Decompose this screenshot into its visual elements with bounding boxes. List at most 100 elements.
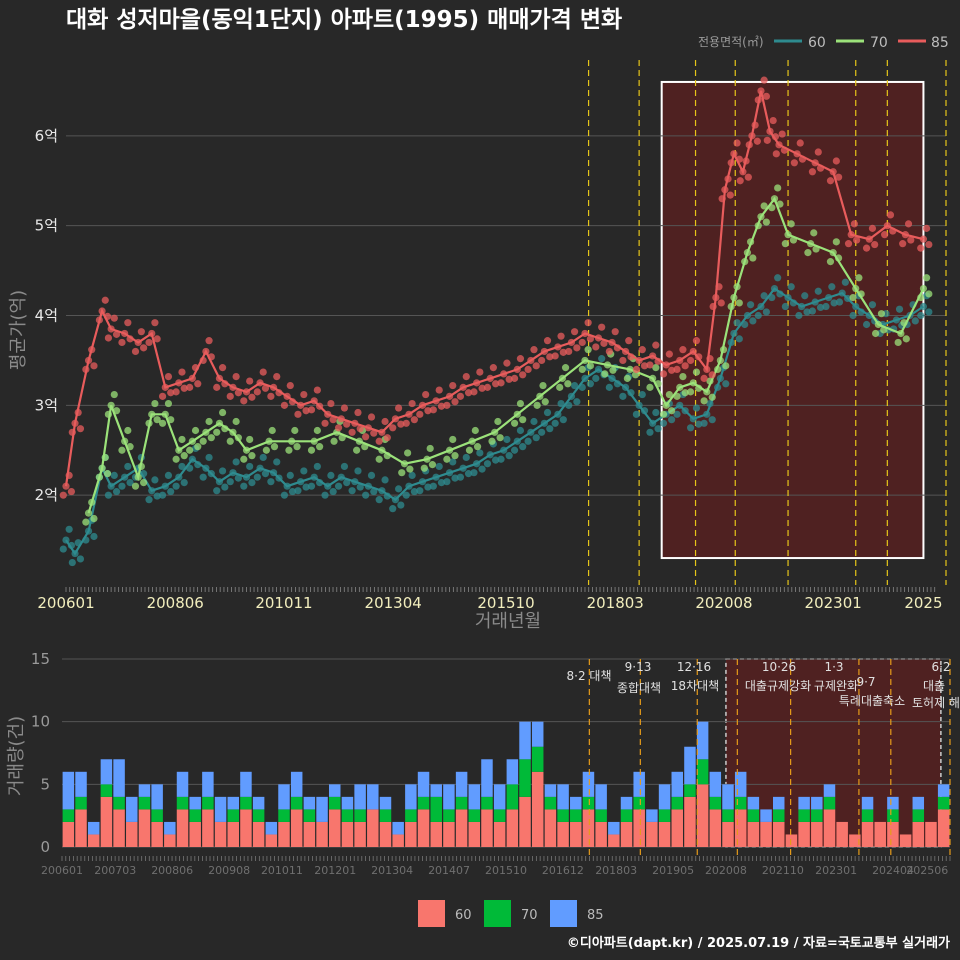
volume-bar-60 — [836, 821, 848, 847]
volume-bar-60 — [620, 821, 633, 847]
data-point-85 — [112, 330, 121, 338]
data-point-70 — [692, 368, 701, 376]
data-point-70 — [124, 426, 132, 435]
data-point-60 — [300, 467, 308, 475]
volume-bar-85 — [861, 796, 874, 810]
volume-bar-60 — [290, 809, 303, 847]
volume-bar-60 — [278, 821, 290, 847]
volume-bar-85 — [671, 771, 683, 797]
volume-bar-60 — [240, 809, 252, 847]
data-point-60 — [917, 311, 925, 320]
volume-bar-85 — [823, 784, 836, 797]
volume-bar-60 — [861, 821, 874, 847]
data-point-60 — [816, 303, 825, 312]
data-point-70 — [451, 452, 459, 460]
data-point-85 — [234, 389, 242, 397]
data-point-60 — [410, 487, 418, 496]
data-point-85 — [402, 419, 410, 427]
data-point-70 — [681, 389, 689, 397]
data-point-60 — [294, 487, 302, 495]
data-point-60 — [692, 404, 701, 412]
volume-bar-85 — [341, 796, 354, 810]
bar-legend-label-60: 60 — [455, 908, 472, 923]
data-point-60 — [124, 462, 132, 471]
x-tick-label: 202008 — [695, 594, 752, 612]
data-point-60 — [598, 355, 606, 363]
data-point-60 — [199, 473, 207, 481]
volume-bar-60 — [671, 809, 683, 847]
volume-bar-70 — [481, 796, 493, 810]
data-point-70 — [760, 202, 768, 210]
data-point-70 — [293, 443, 301, 451]
data-point-85 — [462, 372, 470, 381]
volume-bar-60 — [417, 809, 430, 847]
data-point-60 — [673, 410, 681, 418]
data-point-70 — [787, 220, 795, 228]
data-point-85 — [76, 425, 85, 433]
data-point-85 — [598, 323, 606, 331]
data-point-85 — [218, 364, 227, 372]
data-point-60 — [158, 491, 167, 499]
data-point-85 — [408, 399, 416, 408]
data-point-85 — [343, 420, 351, 428]
data-point-85 — [267, 392, 275, 400]
data-point-60 — [530, 417, 538, 426]
data-point-70 — [623, 374, 631, 382]
data-point-85 — [327, 399, 335, 408]
data-point-85 — [708, 371, 716, 379]
data-point-85 — [137, 328, 145, 336]
data-point-60 — [646, 428, 654, 436]
volume-bar-60 — [658, 821, 671, 847]
volume-bar-70 — [887, 809, 899, 822]
data-point-70 — [902, 335, 910, 343]
data-point-70 — [749, 254, 757, 262]
data-point-60 — [389, 505, 397, 513]
data-point-85 — [397, 420, 405, 428]
data-point-60 — [381, 476, 389, 484]
footer-credit: ©디아파트(dapt.kr) / 2025.07.19 / 자료=국토교통부 실… — [567, 935, 950, 951]
data-point-85 — [592, 343, 600, 351]
volume-bar-85 — [113, 759, 125, 797]
data-point-70 — [90, 514, 98, 523]
data-point-85 — [497, 379, 505, 387]
data-point-60 — [424, 483, 432, 491]
data-point-85 — [733, 139, 741, 147]
data-point-70 — [218, 408, 227, 417]
data-point-85 — [435, 386, 443, 394]
data-point-85 — [573, 344, 581, 352]
data-point-85 — [246, 377, 254, 385]
volume-bar-85 — [887, 796, 899, 810]
data-point-85 — [505, 375, 513, 383]
data-point-85 — [532, 362, 540, 370]
data-point-60 — [524, 437, 532, 445]
data-point-85 — [538, 356, 546, 365]
volume-x-tick-label: 201011 — [261, 864, 303, 877]
data-point-85 — [437, 402, 446, 410]
volume-bar-85 — [544, 784, 557, 797]
data-point-85 — [464, 389, 473, 397]
data-point-85 — [925, 240, 933, 249]
data-point-60 — [654, 425, 662, 433]
data-point-85 — [172, 388, 180, 396]
volume-bar-85 — [443, 784, 455, 810]
volume-bar-70 — [570, 809, 582, 822]
volume-bar-70 — [62, 809, 75, 822]
volume-bar-85 — [62, 771, 75, 810]
data-point-85 — [850, 220, 858, 228]
volume-bar-85 — [773, 796, 785, 810]
policy-annotation: 8·2 대책 — [567, 668, 612, 683]
data-point-85 — [370, 429, 378, 437]
volume-x-tick-label: 201510 — [485, 864, 527, 877]
volume-bar-70 — [354, 809, 366, 822]
data-point-70 — [449, 435, 457, 444]
data-point-60 — [267, 478, 275, 486]
data-point-85 — [151, 319, 159, 327]
volume-bar-60 — [544, 809, 557, 847]
volume-bar-60 — [379, 821, 392, 847]
series-line-60 — [65, 287, 925, 556]
data-point-85 — [261, 384, 270, 392]
volume-bar-60 — [265, 834, 278, 847]
data-point-60 — [104, 491, 113, 499]
volume-bar-60 — [747, 821, 760, 847]
data-point-60 — [126, 478, 134, 487]
